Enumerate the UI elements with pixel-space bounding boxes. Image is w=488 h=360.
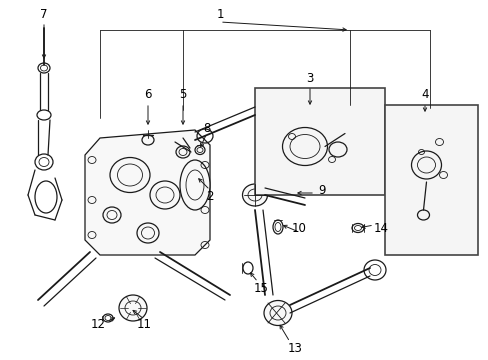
Text: 1: 1 [216,8,224,21]
Ellipse shape [119,295,147,321]
Polygon shape [85,130,209,255]
Text: 10: 10 [291,221,306,234]
Text: 15: 15 [253,282,268,294]
Ellipse shape [180,160,209,210]
Ellipse shape [264,301,291,325]
Text: 12: 12 [90,319,105,332]
Text: 14: 14 [373,221,387,234]
Text: 9: 9 [318,184,325,197]
Text: 7: 7 [40,8,48,21]
Text: 8: 8 [203,122,210,135]
Text: 11: 11 [136,319,151,332]
Text: 4: 4 [420,89,428,102]
Text: 2: 2 [206,189,213,202]
Text: 6: 6 [144,89,151,102]
Text: 5: 5 [179,89,186,102]
Ellipse shape [242,184,267,206]
Text: 13: 13 [287,342,302,355]
Bar [384,105,477,255]
Bar [254,88,384,195]
Text: 3: 3 [305,72,313,85]
